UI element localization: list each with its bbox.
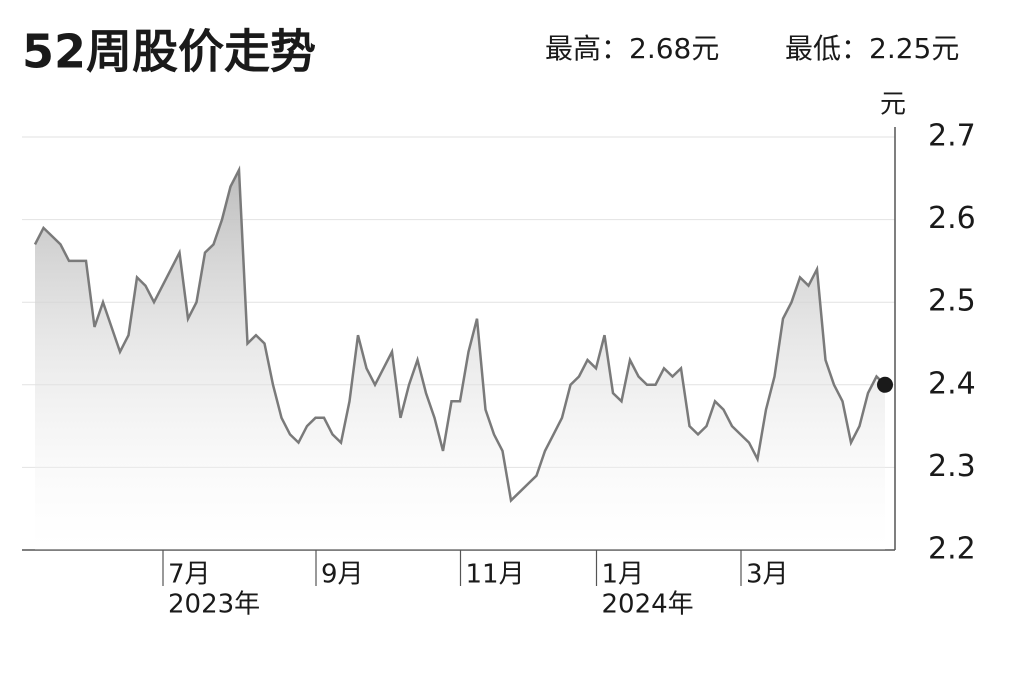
y-tick-label: 2.4	[928, 366, 976, 401]
year-label: 2023年	[168, 590, 260, 620]
y-unit: 元	[880, 90, 906, 120]
low-label: 最低：2.25元	[785, 32, 959, 65]
x-tick-label: 3月	[746, 560, 789, 590]
chart-title: 52周股价走势	[22, 25, 316, 79]
x-tick-label: 7月	[168, 560, 211, 590]
x-tick-label: 9月	[321, 560, 364, 590]
y-tick-label: 2.5	[928, 284, 976, 319]
price-line	[33, 165, 886, 503]
y-tick-label: 2.3	[928, 449, 976, 484]
y-tick-label: 2.2	[928, 532, 976, 567]
last-point	[877, 376, 893, 393]
y-tick-label: 2.6	[928, 201, 976, 236]
year-label: 2024年	[602, 590, 694, 620]
high-label: 最高：2.68元	[545, 32, 719, 65]
x-tick-label: 1月	[602, 560, 645, 590]
y-tick-label: 2.7	[928, 119, 976, 154]
x-tick-label: 11月	[466, 560, 525, 590]
area	[35, 170, 885, 550]
